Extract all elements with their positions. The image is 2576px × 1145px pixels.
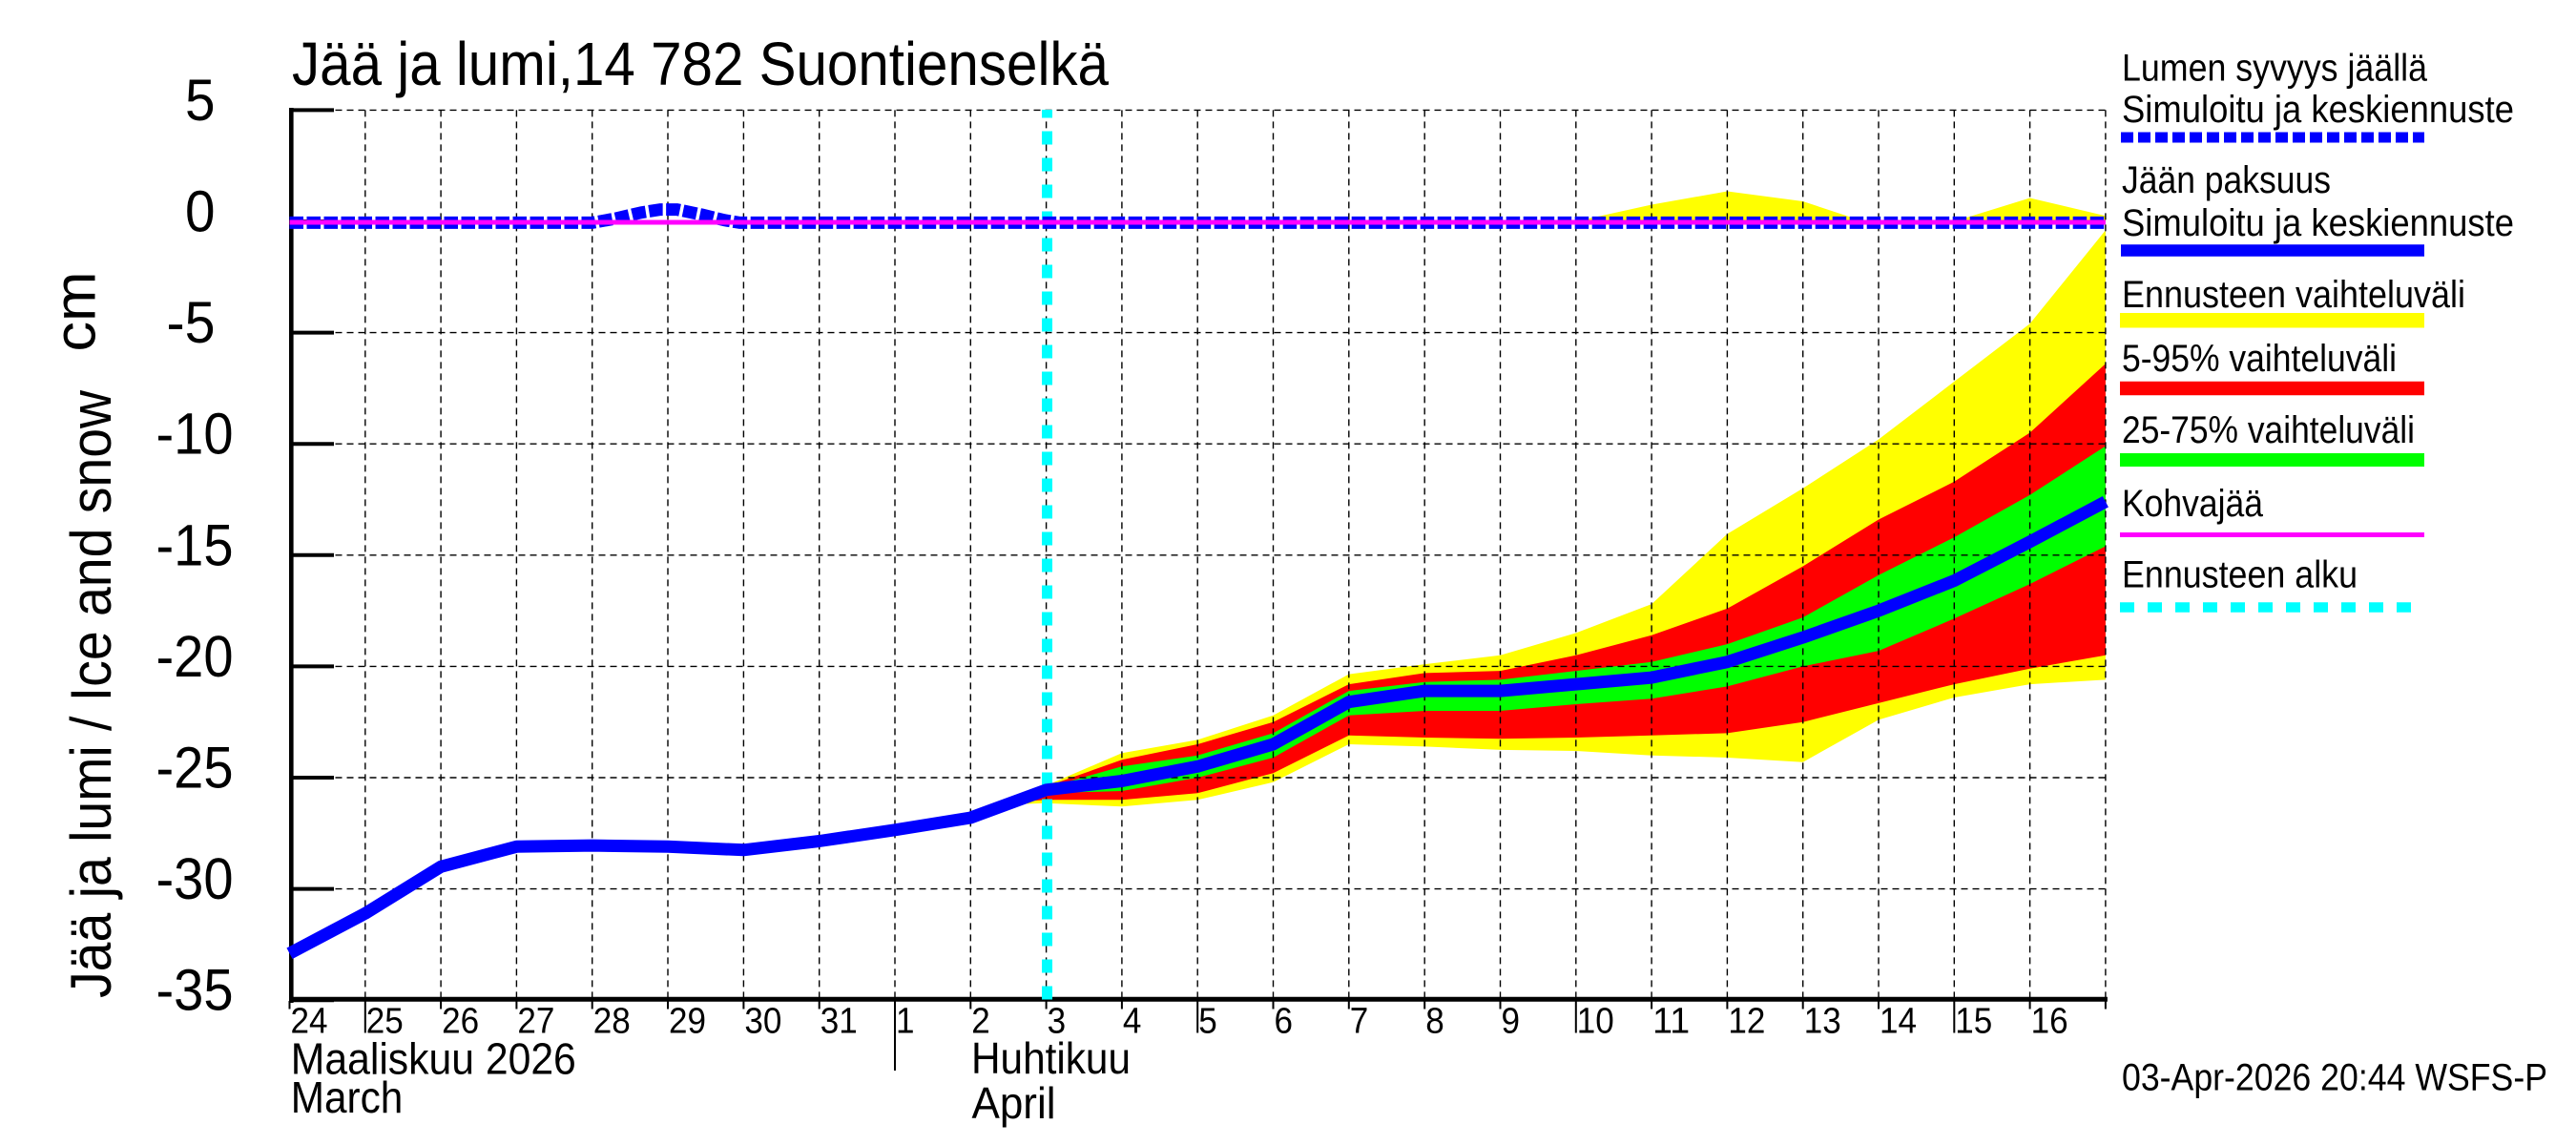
svg-text:29: 29 <box>669 1001 706 1042</box>
svg-text:-25: -25 <box>156 736 234 801</box>
svg-text:0: 0 <box>185 179 216 244</box>
svg-text:11: 11 <box>1652 1001 1690 1042</box>
svg-text:5-95% vaihteluväli: 5-95% vaihteluväli <box>2122 338 2397 380</box>
svg-text:16: 16 <box>2031 1001 2068 1042</box>
svg-text:-15: -15 <box>156 512 234 577</box>
svg-text:Kohvajää: Kohvajää <box>2122 483 2263 525</box>
svg-text:13: 13 <box>1804 1001 1841 1042</box>
svg-text:-5: -5 <box>167 290 216 355</box>
svg-text:27: 27 <box>517 1001 554 1042</box>
svg-text:14: 14 <box>1880 1001 1917 1042</box>
svg-text:Ennusteen alku: Ennusteen alku <box>2122 554 2358 596</box>
svg-text:Simuloitu ja keskiennuste: Simuloitu ja keskiennuste <box>2122 202 2514 244</box>
svg-text:5: 5 <box>185 68 216 133</box>
svg-text:2: 2 <box>971 1001 990 1042</box>
svg-text:cm: cm <box>43 272 108 352</box>
svg-text:15: 15 <box>1955 1001 1992 1042</box>
svg-text:-30: -30 <box>156 846 234 911</box>
svg-text:8: 8 <box>1425 1001 1444 1042</box>
svg-text:Simuloitu ja keskiennuste: Simuloitu ja keskiennuste <box>2122 89 2514 131</box>
svg-text:10: 10 <box>1577 1001 1614 1042</box>
svg-text:03-Apr-2026 20:44 WSFS-P: 03-Apr-2026 20:44 WSFS-P <box>2122 1056 2547 1098</box>
svg-text:Lumen syvyys jäällä: Lumen syvyys jäällä <box>2122 48 2427 90</box>
svg-text:12: 12 <box>1728 1001 1765 1042</box>
svg-text:24: 24 <box>291 1001 328 1042</box>
svg-text:Ennusteen vaihteluväli: Ennusteen vaihteluväli <box>2122 274 2465 316</box>
svg-text:5: 5 <box>1198 1001 1217 1042</box>
svg-text:31: 31 <box>821 1001 858 1042</box>
svg-text:28: 28 <box>593 1001 631 1042</box>
svg-text:Maaliskuu 2026: Maaliskuu 2026 <box>291 1034 576 1084</box>
svg-text:26: 26 <box>442 1001 479 1042</box>
svg-text:7: 7 <box>1350 1001 1369 1042</box>
svg-text:30: 30 <box>744 1001 781 1042</box>
svg-text:March: March <box>291 1072 404 1122</box>
svg-text:3: 3 <box>1048 1001 1067 1042</box>
svg-text:April: April <box>972 1078 1056 1128</box>
svg-text:9: 9 <box>1502 1001 1521 1042</box>
svg-text:4: 4 <box>1123 1001 1142 1042</box>
svg-text:-35: -35 <box>156 958 234 1023</box>
svg-text:Jää ja lumi,14 782 Suontiensel: Jää ja lumi,14 782 Suontienselkä <box>292 30 1109 98</box>
svg-text:25-75% vaihteluväli: 25-75% vaihteluväli <box>2122 409 2415 451</box>
svg-text:-20: -20 <box>156 624 234 689</box>
svg-text:6: 6 <box>1275 1001 1294 1042</box>
svg-text:25: 25 <box>366 1001 404 1042</box>
svg-text:Jään paksuus: Jään paksuus <box>2122 159 2331 201</box>
svg-text:Huhtikuu: Huhtikuu <box>971 1033 1131 1083</box>
svg-text:Jää ja lumi / Ice and snow: Jää ja lumi / Ice and snow <box>59 389 123 998</box>
svg-text:1: 1 <box>896 1001 915 1042</box>
svg-text:-10: -10 <box>156 402 234 467</box>
